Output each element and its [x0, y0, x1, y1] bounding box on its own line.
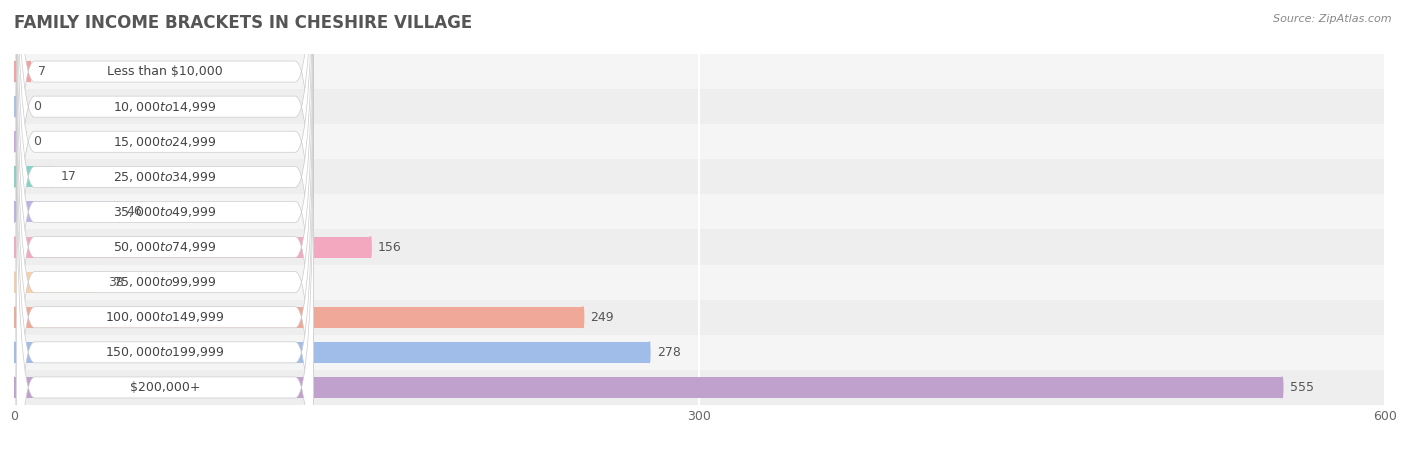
FancyBboxPatch shape: [17, 0, 314, 450]
Text: $10,000 to $14,999: $10,000 to $14,999: [112, 99, 217, 114]
Text: 38: 38: [108, 276, 124, 288]
Bar: [14, 272, 101, 292]
Text: 156: 156: [378, 241, 402, 253]
Text: $15,000 to $24,999: $15,000 to $24,999: [112, 135, 217, 149]
Text: Less than $10,000: Less than $10,000: [107, 65, 222, 78]
Bar: [14, 300, 1385, 335]
FancyBboxPatch shape: [17, 0, 314, 377]
Bar: [14, 237, 371, 257]
Bar: [14, 265, 1385, 300]
Bar: [14, 61, 30, 82]
FancyBboxPatch shape: [17, 0, 314, 342]
FancyBboxPatch shape: [17, 0, 314, 412]
Bar: [14, 377, 1282, 398]
Text: 555: 555: [1289, 381, 1313, 394]
Bar: [14, 335, 1385, 370]
Text: $25,000 to $34,999: $25,000 to $34,999: [112, 170, 217, 184]
Text: $35,000 to $49,999: $35,000 to $49,999: [112, 205, 217, 219]
Bar: [14, 370, 1385, 405]
Bar: [14, 202, 120, 222]
Text: $100,000 to $149,999: $100,000 to $149,999: [105, 310, 225, 324]
Text: 278: 278: [657, 346, 681, 359]
Bar: [14, 131, 25, 152]
Bar: [14, 96, 25, 117]
Text: $150,000 to $199,999: $150,000 to $199,999: [105, 345, 225, 360]
Bar: [14, 159, 1385, 194]
Bar: [14, 54, 1385, 89]
Bar: [14, 307, 583, 328]
Text: Source: ZipAtlas.com: Source: ZipAtlas.com: [1274, 14, 1392, 23]
Bar: [14, 89, 1385, 124]
Text: 7: 7: [38, 65, 45, 78]
Bar: [14, 166, 53, 187]
Bar: [14, 230, 1385, 265]
Bar: [14, 194, 1385, 230]
Bar: [14, 124, 1385, 159]
Text: 17: 17: [60, 171, 76, 183]
Text: $200,000+: $200,000+: [129, 381, 200, 394]
Text: FAMILY INCOME BRACKETS IN CHESHIRE VILLAGE: FAMILY INCOME BRACKETS IN CHESHIRE VILLA…: [14, 14, 472, 32]
Text: 0: 0: [32, 135, 41, 148]
FancyBboxPatch shape: [17, 47, 314, 450]
Bar: [14, 342, 650, 363]
Text: 249: 249: [591, 311, 614, 324]
FancyBboxPatch shape: [17, 0, 314, 450]
FancyBboxPatch shape: [17, 12, 314, 450]
FancyBboxPatch shape: [17, 117, 314, 450]
Text: 0: 0: [32, 100, 41, 113]
Text: $75,000 to $99,999: $75,000 to $99,999: [112, 275, 217, 289]
FancyBboxPatch shape: [17, 82, 314, 450]
Text: $50,000 to $74,999: $50,000 to $74,999: [112, 240, 217, 254]
Text: 46: 46: [127, 206, 142, 218]
FancyBboxPatch shape: [17, 0, 314, 447]
